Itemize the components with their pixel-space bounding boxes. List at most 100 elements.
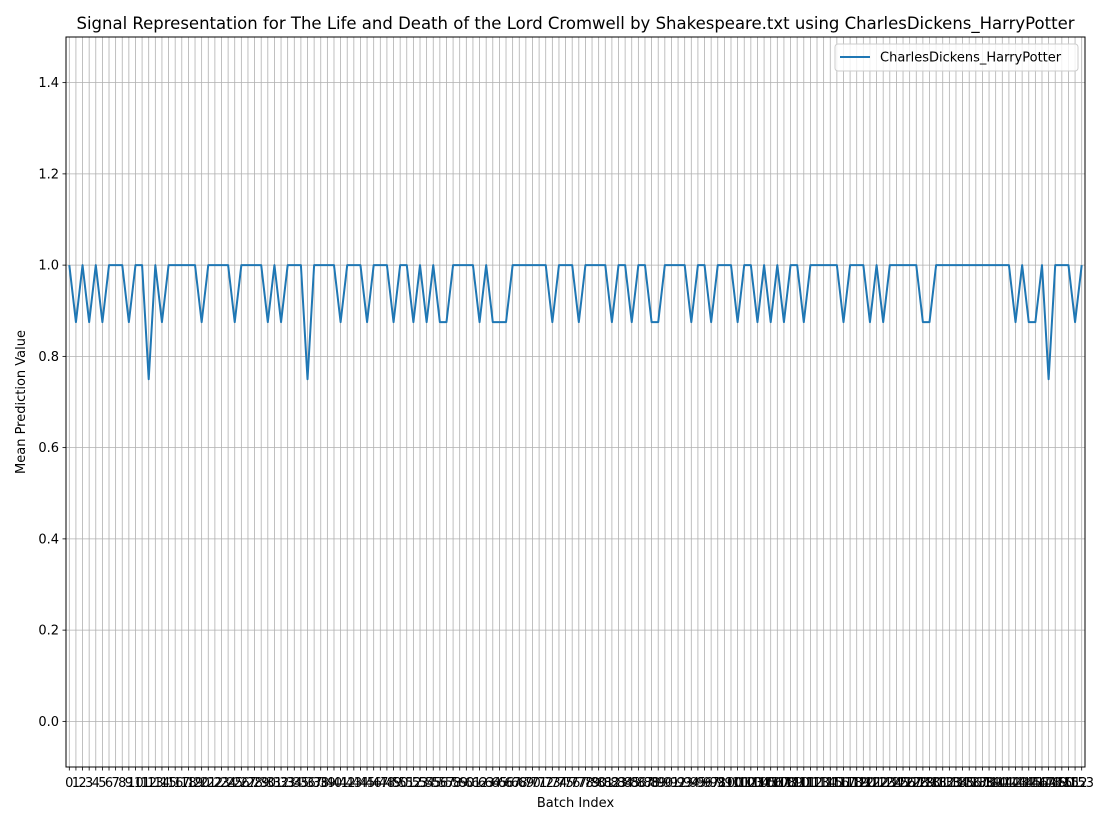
x-tick-label: 70 xyxy=(524,776,541,791)
x-tick-label: 136 xyxy=(957,776,982,791)
x-tick-label: 5 xyxy=(98,776,106,791)
x-tick-label: 99 xyxy=(716,776,733,791)
x-tick-label: 29 xyxy=(253,776,270,791)
x-tick-label: 62 xyxy=(471,776,488,791)
x-tick-label: 66 xyxy=(498,776,515,791)
x-tick-label: 143 xyxy=(1003,776,1028,791)
x-tick-label: 84 xyxy=(617,776,634,791)
x-tick-label: 139 xyxy=(977,776,1002,791)
x-tick-label: 133 xyxy=(937,776,962,791)
y-axis-ticks: 0.0 0.2 0.4 0.6 0.8 1.0 1.2 1.4 xyxy=(38,76,66,730)
x-tick-label: 12 xyxy=(140,776,157,791)
x-tick-label: 35 xyxy=(293,776,310,791)
x-tick-label: 24 xyxy=(220,776,237,791)
x-axis-ticks: 0123456789101112131415161718192021222324… xyxy=(65,767,1094,791)
x-tick-label: 78 xyxy=(577,776,594,791)
x-tick-label: 131 xyxy=(924,776,949,791)
x-tick-label: 115 xyxy=(818,776,843,791)
x-tick-label: 30 xyxy=(260,776,277,791)
x-tick-label: 122 xyxy=(864,776,889,791)
x-tick-label: 23 xyxy=(213,776,230,791)
y-tick-label: 1.4 xyxy=(38,76,59,91)
x-tick-label: 111 xyxy=(791,776,816,791)
x-tick-label: 17 xyxy=(174,776,191,791)
x-tick-label: 75 xyxy=(557,776,574,791)
x-tick-label: 120 xyxy=(851,776,876,791)
chart-title: Signal Representation for The Life and D… xyxy=(76,14,1074,34)
x-tick-label: 95 xyxy=(690,776,707,791)
x-tick-label: 130 xyxy=(917,776,942,791)
x-tick-label: 2 xyxy=(78,776,86,791)
x-tick-label: 105 xyxy=(752,776,777,791)
x-tick-label: 100 xyxy=(719,776,744,791)
x-tick-label: 116 xyxy=(824,776,849,791)
x-tick-label: 53 xyxy=(412,776,429,791)
x-tick-label: 41 xyxy=(332,776,349,791)
x-tick-label: 137 xyxy=(963,776,988,791)
x-tick-label: 22 xyxy=(207,776,224,791)
x-tick-label: 21 xyxy=(200,776,217,791)
x-tick-label: 43 xyxy=(346,776,363,791)
x-tick-label: 72 xyxy=(537,776,554,791)
x-tick-label: 61 xyxy=(465,776,482,791)
x-tick-label: 94 xyxy=(683,776,700,791)
x-tick-label: 149 xyxy=(1043,776,1068,791)
x-tick-label: 83 xyxy=(610,776,627,791)
series-layer xyxy=(68,264,1083,381)
x-tick-label: 27 xyxy=(240,776,257,791)
x-tick-label: 109 xyxy=(778,776,803,791)
x-tick-label: 148 xyxy=(1036,776,1061,791)
x-tick-label: 86 xyxy=(630,776,647,791)
x-tick-label: 65 xyxy=(491,776,508,791)
x-tick-label: 25 xyxy=(226,776,243,791)
x-tick-label: 87 xyxy=(637,776,654,791)
x-tick-label: 102 xyxy=(732,776,757,791)
x-tick-label: 59 xyxy=(451,776,468,791)
x-tick-label: 52 xyxy=(405,776,422,791)
y-tick-label: 0.8 xyxy=(38,350,59,365)
x-tick-label: 15 xyxy=(160,776,177,791)
x-tick-label: 74 xyxy=(551,776,568,791)
legend-box xyxy=(834,43,1079,72)
x-tick-label: 126 xyxy=(891,776,916,791)
x-tick-label: 3 xyxy=(85,776,93,791)
x-tick-label: 98 xyxy=(709,776,726,791)
y-tick-label: 1.2 xyxy=(38,167,59,182)
x-tick-label: 153 xyxy=(1069,776,1094,791)
x-tick-label: 110 xyxy=(785,776,810,791)
x-tick-label: 19 xyxy=(187,776,204,791)
x-tick-label: 88 xyxy=(643,776,660,791)
x-tick-label: 32 xyxy=(273,776,290,791)
x-tick-label: 97 xyxy=(703,776,720,791)
x-tick-label: 40 xyxy=(326,776,343,791)
x-tick-label: 145 xyxy=(1016,776,1041,791)
x-tick-label: 108 xyxy=(772,776,797,791)
x-tick-label: 147 xyxy=(1030,776,1055,791)
x-tick-label: 118 xyxy=(838,776,863,791)
x-tick-label: 45 xyxy=(359,776,376,791)
x-tick-label: 73 xyxy=(544,776,561,791)
x-tick-label: 142 xyxy=(996,776,1021,791)
x-tick-label: 151 xyxy=(1056,776,1081,791)
x-tick-label: 114 xyxy=(811,776,836,791)
x-tick-label: 47 xyxy=(372,776,389,791)
x-tick-label: 14 xyxy=(154,776,171,791)
x-tick-label: 28 xyxy=(246,776,263,791)
x-tick-label: 140 xyxy=(983,776,1008,791)
x-tick-label: 44 xyxy=(352,776,369,791)
x-tick-label: 68 xyxy=(511,776,528,791)
x-tick-label: 128 xyxy=(904,776,929,791)
x-tick-label: 6 xyxy=(105,776,113,791)
x-tick-label: 37 xyxy=(306,776,323,791)
x-tick-label: 20 xyxy=(193,776,210,791)
x-tick-label: 10 xyxy=(127,776,144,791)
x-tick-label: 4 xyxy=(92,776,100,791)
x-tick-label: 107 xyxy=(765,776,790,791)
x-tick-label: 36 xyxy=(299,776,316,791)
x-tick-label: 106 xyxy=(758,776,783,791)
plot-frame xyxy=(65,36,1086,768)
x-grid-lines xyxy=(68,37,1083,767)
